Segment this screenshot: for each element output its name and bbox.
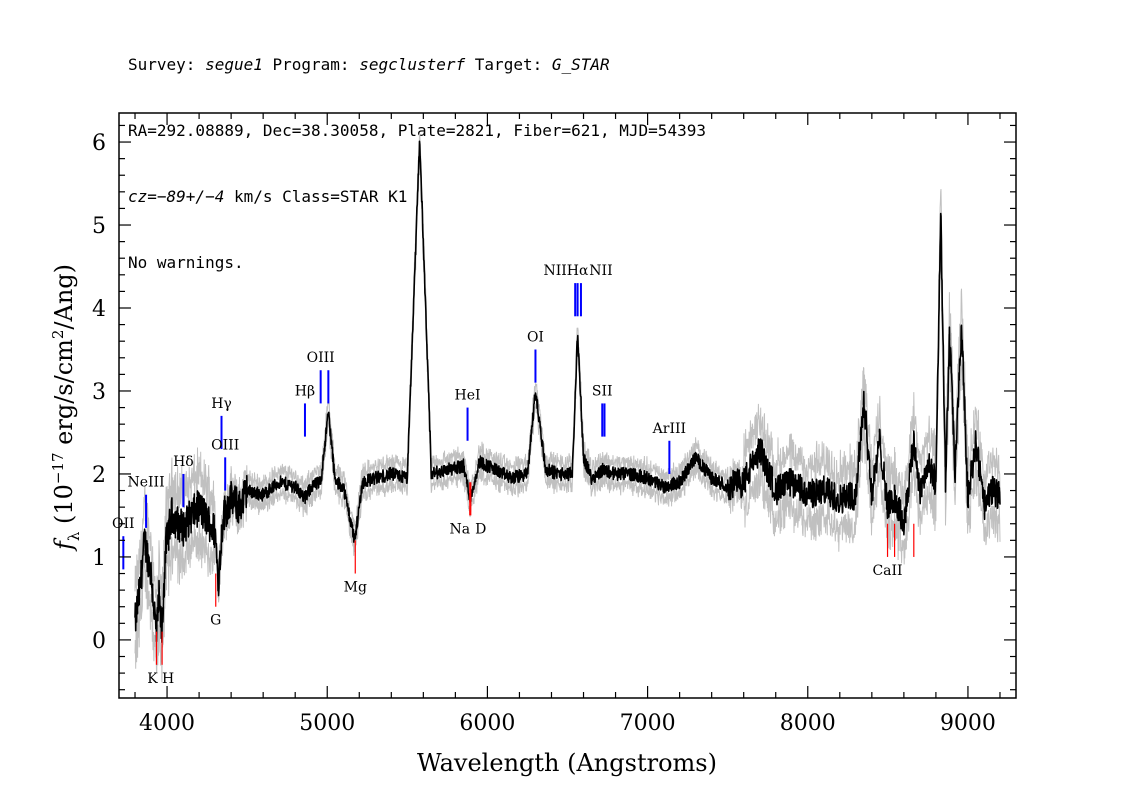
emission-line-label: Hγ — [211, 396, 232, 412]
x-tick-label: 6000 — [459, 711, 515, 736]
emission-line-label: Hβ — [295, 383, 315, 399]
absorption-line-label: Mg — [344, 580, 367, 596]
program-label: Program: — [262, 55, 360, 74]
error-band — [134, 133, 1001, 683]
emission-line-label: SII — [592, 383, 613, 399]
redshift-value: cz=−89+/−4 — [128, 187, 225, 206]
y-tick-label: 4 — [92, 297, 106, 322]
error-lower-line — [134, 151, 1001, 683]
header-line-warnings: No warnings. — [128, 253, 244, 272]
x-tick-label: 5000 — [299, 711, 355, 736]
y-tick-label: 5 — [92, 214, 106, 239]
header-line-survey: Survey: segue1 Program: segclusterf Targ… — [128, 54, 706, 76]
y-tick-label: 2 — [92, 463, 106, 488]
x-tick-label: 7000 — [620, 711, 676, 736]
emission-line-label: OIII — [307, 350, 335, 366]
x-tick-label: 9000 — [940, 711, 996, 736]
class-value: km/s Class=STAR K1 — [224, 187, 408, 206]
absorption-line-label: G — [210, 613, 221, 629]
y-tick-label: 6 — [92, 131, 106, 156]
x-tick-label: 8000 — [780, 711, 836, 736]
survey-value: segue1 — [205, 55, 263, 74]
axes: 4000 5000 6000 7000 8000 9000 0 1 2 3 4 5 6 — [92, 112, 1017, 736]
emission-line-label: NII — [544, 263, 567, 279]
error-upper-line — [134, 133, 1001, 618]
x-axis-title: Wavelength (Angstroms) — [417, 749, 717, 777]
survey-label: Survey: — [128, 55, 206, 74]
program-value: segclusterf — [359, 55, 466, 74]
x-tick-label: 4000 — [139, 711, 195, 736]
emission-line-label: HeI — [455, 388, 481, 404]
target-label: Target: — [465, 55, 552, 74]
emission-line-label: OI — [527, 329, 544, 345]
plot-frame — [118, 112, 1017, 699]
target-value: G_STAR — [551, 55, 610, 74]
y-axis-title: fλ (10−17 erg/s/cm2/Ang) — [49, 264, 83, 552]
header-line-redshift: cz=−89+/−4 km/s Class=STAR K1 — [128, 186, 706, 208]
emission-line-label: ArIII — [652, 421, 686, 437]
absorption-line-label: D — [475, 521, 486, 537]
absorption-line-label: K — [147, 671, 158, 687]
y-tick-label: 0 — [92, 629, 106, 654]
header-line-coordinates: RA=292.08889, Dec=38.30058, Plate=2821, … — [128, 121, 706, 140]
emission-line-label: Hα — [567, 263, 589, 279]
absorption-line-label: CaII — [872, 563, 902, 579]
emission-line-label: Hδ — [173, 454, 194, 470]
absorption-line-label: H — [162, 671, 174, 687]
emission-line-label: NII — [589, 263, 612, 279]
flux-line — [134, 140, 1001, 644]
spectrum-header: Survey: segue1 Program: segclusterf Targ… — [128, 10, 706, 296]
emission-line-label: NeIII — [127, 475, 164, 491]
y-tick-label: 3 — [92, 380, 106, 405]
y-tick-label: 1 — [92, 546, 106, 571]
absorption-line-label: Na — [449, 521, 470, 537]
flux-series — [134, 140, 1001, 644]
emission-line-label: OIII — [211, 437, 239, 453]
